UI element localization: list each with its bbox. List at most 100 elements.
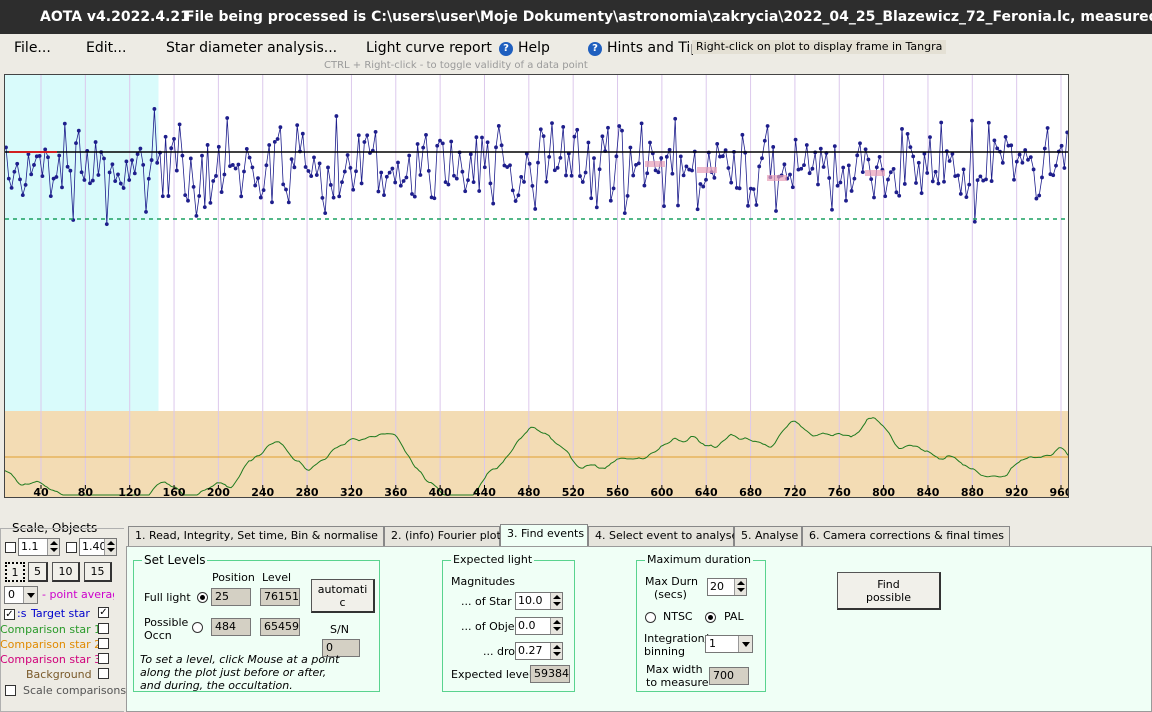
data-point	[510, 188, 515, 193]
occn-radio[interactable]	[192, 622, 203, 633]
light-curve-svg[interactable]: 40 80 120 160 200 240 280 320 360 400 440 480 520 560…	[5, 75, 1069, 498]
expected-light-group: Expected light Magnitudes ... of Star 10…	[442, 553, 575, 692]
comparison-3-checkbox[interactable]	[98, 653, 109, 664]
data-point	[1000, 160, 1005, 165]
integration-select[interactable]: 1	[705, 635, 753, 653]
scale2-checkbox[interactable]	[66, 542, 77, 553]
tab-select-event[interactable]: 4. Select event to analyse	[588, 526, 738, 546]
menu-edit[interactable]: Edit...	[86, 40, 127, 56]
object-magnitude-spin-buttons[interactable]	[550, 618, 562, 634]
data-point	[606, 125, 610, 130]
max-durn-spinner[interactable]: 20	[707, 578, 747, 596]
data-point	[695, 207, 700, 212]
bin-button-1[interactable]: 1	[5, 562, 25, 582]
menu-hints[interactable]: ? Hints and Tips	[588, 40, 707, 56]
target-checkbox[interactable]: ✓	[4, 609, 15, 620]
integration-label-line2: binning	[644, 645, 685, 658]
data-point	[384, 174, 389, 179]
data-point	[684, 164, 689, 169]
background-checkbox[interactable]	[98, 668, 109, 679]
data-point	[866, 157, 871, 162]
data-point	[930, 179, 935, 184]
target-scale-checkbox[interactable]: ✓	[98, 607, 109, 618]
scale1-checkbox[interactable]	[5, 542, 16, 553]
data-point	[636, 161, 641, 166]
data-point	[908, 145, 913, 150]
data-point	[1020, 160, 1025, 165]
data-point	[541, 134, 546, 139]
data-point	[135, 152, 140, 156]
find-possible-button[interactable]: Find possible	[837, 572, 941, 610]
menu-star-diameter[interactable]: Star diameter analysis...	[166, 40, 338, 56]
set-levels-title: Set Levels	[142, 553, 208, 567]
tab-analyse[interactable]: 5. Analyse	[734, 526, 802, 546]
star-magnitude-spin-buttons[interactable]	[550, 593, 562, 609]
max-durn-spin-buttons[interactable]	[734, 579, 746, 595]
scale1-spin-buttons[interactable]	[47, 539, 59, 555]
point-average-select[interactable]: 0	[4, 586, 38, 604]
data-point	[975, 178, 980, 183]
data-point	[704, 177, 708, 182]
data-point	[855, 153, 860, 158]
menu-light-curve-report[interactable]: Light curve report	[366, 40, 492, 56]
drop-spinner[interactable]: 0.27	[515, 642, 563, 660]
tab-camera-corrections[interactable]: 6. Camera corrections & final times	[802, 526, 1010, 546]
data-point	[292, 165, 297, 170]
tab-read-integrity[interactable]: 1. Read, Integrity, Set time, Bin & norm…	[128, 526, 384, 546]
menu-file[interactable]: File...	[14, 40, 51, 56]
bin-button-5[interactable]: 5	[28, 562, 48, 582]
data-point	[748, 186, 753, 191]
data-point	[354, 169, 358, 174]
occn-level: 65459.3	[260, 618, 300, 636]
comparison-2-checkbox[interactable]	[98, 638, 109, 649]
ntsc-radio[interactable]	[645, 612, 656, 623]
data-point	[715, 141, 720, 146]
data-point	[533, 207, 538, 211]
data-point	[653, 168, 658, 173]
data-point	[928, 135, 932, 140]
data-point	[121, 186, 126, 190]
tab-find-events[interactable]: 3. Find events	[500, 524, 588, 546]
data-point	[1059, 143, 1064, 148]
data-point	[835, 183, 840, 188]
tab-fourier[interactable]: 2. (info) Fourier plot	[384, 526, 501, 546]
pal-radio[interactable]	[705, 612, 716, 623]
data-point	[737, 186, 742, 191]
data-point	[118, 181, 123, 186]
data-point	[93, 140, 98, 144]
chevron-down-icon[interactable]	[23, 587, 37, 603]
data-point	[379, 170, 384, 175]
data-point	[1045, 126, 1050, 130]
full-light-radio[interactable]	[197, 592, 208, 603]
integration-chevron-down-icon[interactable]	[738, 636, 752, 652]
automatic-button[interactable]: automati c	[311, 579, 375, 613]
data-point	[821, 165, 826, 169]
scale-comparisons-checkbox[interactable]	[5, 685, 16, 696]
star-magnitude-spinner[interactable]: 10.0	[515, 592, 563, 610]
scale2-spinner[interactable]: 1.40	[79, 538, 117, 556]
light-curve-plot[interactable]: 40 80 120 160 200 240 280 320 360 400 440 480 520 560…	[4, 74, 1069, 498]
of-star-label: ... of Star	[461, 595, 512, 608]
object-magnitude-spinner[interactable]: 0.0	[515, 617, 563, 635]
data-point	[544, 179, 549, 184]
x-tick-label: 320	[340, 486, 363, 498]
data-point	[113, 179, 118, 184]
data-point	[594, 205, 599, 210]
menu-help[interactable]: ? Help	[499, 40, 550, 56]
data-point	[718, 154, 722, 159]
bin-button-15[interactable]: 15	[84, 562, 112, 582]
scale2-spin-buttons[interactable]	[104, 539, 116, 555]
data-point	[827, 176, 832, 180]
data-point	[673, 116, 678, 121]
scale1-spinner[interactable]: 1.1	[18, 538, 60, 556]
data-point	[552, 168, 557, 173]
data-point	[68, 168, 73, 173]
data-point	[569, 173, 574, 178]
bin-button-10[interactable]: 10	[52, 562, 80, 582]
app-title: AOTA v4.2022.4.21	[40, 9, 190, 25]
data-point	[454, 176, 459, 181]
data-point	[656, 170, 661, 175]
data-point	[622, 211, 627, 216]
drop-spin-buttons[interactable]	[550, 643, 562, 659]
comparison-1-checkbox[interactable]	[98, 623, 109, 634]
